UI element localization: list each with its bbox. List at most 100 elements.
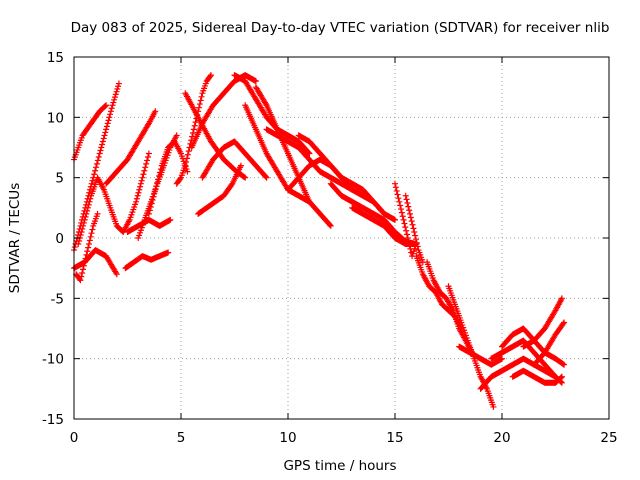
data-point xyxy=(413,239,420,246)
data-point xyxy=(414,243,421,250)
data-point xyxy=(108,105,115,112)
series-track-21 xyxy=(295,132,398,223)
chart-title: Day 083 of 2025, Sidereal Day-to-day VTE… xyxy=(71,20,610,36)
series-track-6 xyxy=(103,108,159,187)
data-point xyxy=(81,216,88,223)
data-point xyxy=(189,130,196,137)
data-point xyxy=(403,231,410,238)
data-point xyxy=(106,114,113,121)
data-point xyxy=(326,222,333,229)
data-point xyxy=(558,373,565,380)
data-point xyxy=(156,169,163,176)
data-point xyxy=(396,198,403,205)
data-point xyxy=(408,218,415,225)
data-point xyxy=(112,91,119,98)
data-point xyxy=(165,249,172,256)
data-point xyxy=(110,99,117,106)
data-point xyxy=(78,228,85,235)
data-point xyxy=(142,164,149,171)
data-point xyxy=(392,184,399,191)
data-point xyxy=(134,192,141,199)
series-track-13 xyxy=(188,72,259,151)
data-point xyxy=(85,201,92,208)
data-point xyxy=(560,361,567,368)
data-point xyxy=(80,219,87,226)
data-point xyxy=(99,141,106,148)
data-point xyxy=(151,190,158,197)
data-point xyxy=(103,123,110,130)
data-point xyxy=(406,210,413,217)
data-point xyxy=(80,222,87,229)
data-point xyxy=(400,216,407,223)
data-point xyxy=(95,153,102,160)
data-point xyxy=(77,277,84,284)
data-point xyxy=(136,186,143,193)
data-point xyxy=(242,174,249,181)
data-point xyxy=(94,210,101,217)
data-point xyxy=(197,97,204,104)
series-track-1 xyxy=(71,102,110,163)
data-point xyxy=(405,203,412,210)
data-point xyxy=(207,73,214,80)
data-point xyxy=(184,168,191,175)
data-point xyxy=(149,197,156,204)
data-point xyxy=(88,230,95,237)
data-point xyxy=(115,83,122,90)
y-tick-label: 10 xyxy=(47,110,64,126)
series-track-32 xyxy=(509,367,565,386)
data-point xyxy=(405,238,412,245)
data-point xyxy=(78,273,85,280)
y-tick-label: -10 xyxy=(42,352,64,368)
x-axis-label: GPS time / hours xyxy=(283,458,396,474)
data-point xyxy=(76,238,83,245)
data-point xyxy=(490,403,497,410)
data-point xyxy=(403,227,410,234)
data-point xyxy=(558,379,565,386)
data-point xyxy=(86,189,93,196)
data-point xyxy=(145,210,152,217)
data-point xyxy=(135,189,142,196)
data-point xyxy=(144,157,151,164)
x-tick-label: 5 xyxy=(177,430,186,446)
data-point xyxy=(228,181,235,188)
data-point xyxy=(152,108,159,115)
data-point xyxy=(114,85,121,92)
data-point xyxy=(150,193,157,200)
data-point xyxy=(91,171,98,178)
data-point xyxy=(147,203,154,210)
data-point xyxy=(152,186,159,193)
data-point xyxy=(399,213,406,220)
series-track-24 xyxy=(392,180,420,260)
data-point xyxy=(113,271,120,278)
data-point xyxy=(102,103,109,110)
data-point xyxy=(115,80,122,87)
series-track-9 xyxy=(145,138,191,217)
y-tick-label: 0 xyxy=(55,231,64,247)
x-tick-label: 10 xyxy=(279,430,296,446)
data-point xyxy=(79,269,86,276)
data-point xyxy=(412,236,419,243)
data-point xyxy=(101,132,108,139)
data-point xyxy=(192,119,199,126)
data-point xyxy=(84,248,91,255)
data-point xyxy=(104,120,111,127)
data-point xyxy=(392,180,398,187)
data-point xyxy=(87,233,94,240)
data-point xyxy=(167,216,174,223)
data-point xyxy=(86,237,93,244)
data-point xyxy=(561,319,568,326)
data-point xyxy=(109,102,116,109)
data-point xyxy=(144,153,151,160)
data-point xyxy=(87,195,94,202)
data-point xyxy=(327,222,334,229)
data-point xyxy=(112,269,119,276)
data-point xyxy=(561,361,568,368)
data-point xyxy=(89,226,96,233)
data-point xyxy=(94,157,101,164)
x-tick-label: 20 xyxy=(493,430,510,446)
data-point xyxy=(198,93,205,100)
data-point xyxy=(79,225,86,232)
data-point xyxy=(409,221,416,228)
data-point xyxy=(145,150,152,157)
